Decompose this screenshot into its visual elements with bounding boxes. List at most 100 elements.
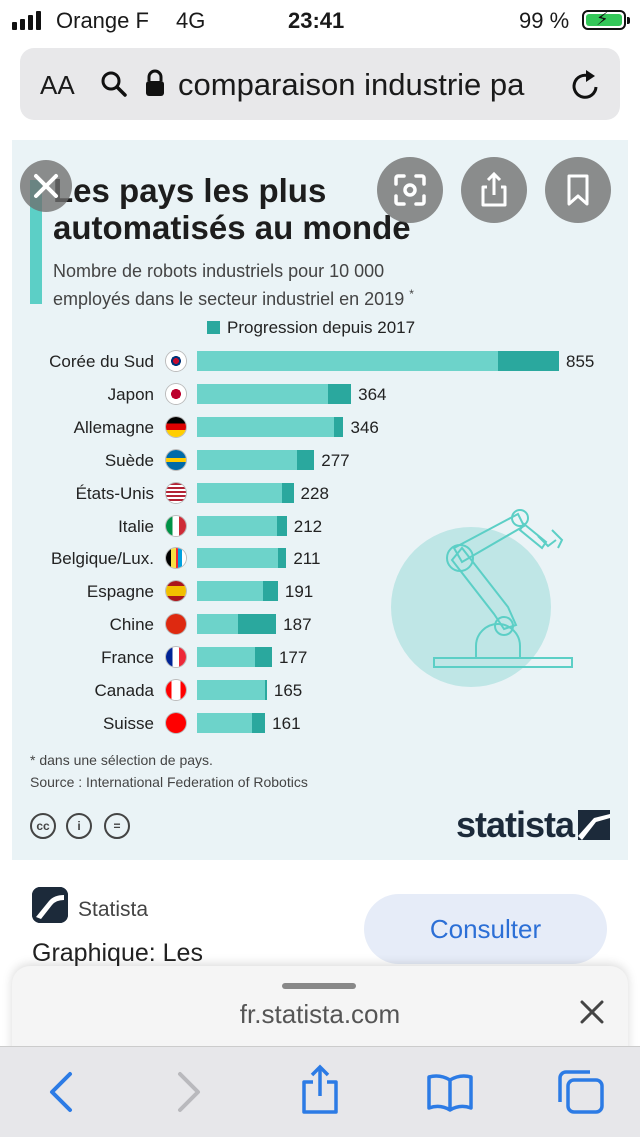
bar-progression-coree-du-sud <box>497 351 559 371</box>
flag-icon-etats-unis <box>166 483 186 503</box>
status-bar <box>0 0 640 44</box>
bookmark-button[interactable] <box>545 157 611 223</box>
sheet-domain[interactable]: fr.statista.com <box>239 999 401 1029</box>
forward-icon[interactable] <box>172 1070 206 1114</box>
bar-canada <box>197 680 267 700</box>
bar-base-italie <box>197 516 278 536</box>
value-label-canada: 165 <box>273 681 303 700</box>
close-overlay-button[interactable] <box>20 160 72 212</box>
bar-italie <box>197 516 287 536</box>
flag-icon-belgique-lux <box>166 548 186 568</box>
value-label-france: 177 <box>278 648 308 667</box>
bar-base-japon <box>197 384 328 404</box>
statista-favicon <box>32 887 68 923</box>
bar-progression-canada <box>264 680 267 700</box>
chart-image <box>12 140 628 860</box>
category-label-espagne: Espagne <box>86 582 154 601</box>
tabs-icon[interactable] <box>556 1068 606 1116</box>
chart-subtitle-asterisk: * <box>409 287 414 301</box>
bookmark-icon <box>567 174 589 206</box>
text-size-button[interactable]: AA <box>40 70 75 100</box>
reload-icon[interactable] <box>569 67 603 103</box>
chart-title: Les pays les plus automatisés au monde <box>53 172 493 246</box>
bar-progression-france <box>255 647 272 667</box>
bar-belgique-lux <box>197 548 287 568</box>
bar-progression-allemagne <box>334 417 344 437</box>
bar-progression-japon <box>327 384 352 404</box>
lock-icon <box>146 69 164 96</box>
statista-logo-icon <box>578 810 610 840</box>
value-label-italie: 212 <box>293 517 323 536</box>
bar-base-allemagne <box>197 417 335 437</box>
value-label-allemagne: 346 <box>350 418 379 437</box>
url-text[interactable]: comparaison industrie pa <box>178 67 525 102</box>
category-label-canada: Canada <box>94 681 154 700</box>
value-label-japon: 364 <box>358 385 387 404</box>
bar-progression-belgique-lux <box>277 548 287 568</box>
bar-base-espagne <box>197 581 264 601</box>
category-label-etats-unis: États-Unis <box>75 484 154 503</box>
by-icon: i <box>66 813 92 839</box>
share-image-button[interactable] <box>461 157 527 223</box>
bar-base-chine <box>197 614 239 634</box>
value-label-belgique-lux: 211 <box>293 549 321 568</box>
result-source-name: Statista <box>78 898 149 921</box>
flag-icon-france <box>166 647 186 667</box>
chart-title-line1: Les pays les plus <box>53 172 327 209</box>
bar-base-etats-unis <box>197 483 282 503</box>
value-label-suede: 277 <box>321 451 350 470</box>
flag-icon-japon <box>166 384 186 404</box>
chart-footnote: * dans une sélection de pays. <box>30 752 213 768</box>
flag-icon-allemagne <box>166 417 186 437</box>
chart-source: Source : International Federation of Rob… <box>30 774 308 790</box>
bar-progression-suisse <box>252 713 266 733</box>
bookmarks-icon[interactable] <box>426 1072 474 1112</box>
category-label-coree-du-sud: Corée du Sud <box>49 352 154 371</box>
cc-icon: cc <box>30 813 56 839</box>
visual-lookup-button[interactable] <box>377 157 443 223</box>
bar-base-france <box>197 647 255 667</box>
value-label-coree-du-sud: 855 <box>566 352 595 371</box>
bar-suede <box>197 450 315 470</box>
share-icon[interactable] <box>300 1064 340 1116</box>
category-label-belgique-lux: Belgique/Lux. <box>50 549 154 568</box>
category-label-italie: Italie <box>118 517 154 536</box>
value-label-chine: 187 <box>283 615 312 634</box>
search-icon <box>101 71 127 97</box>
bar-france <box>197 647 272 667</box>
back-icon[interactable] <box>44 1070 78 1114</box>
category-label-suede: Suède <box>104 451 154 470</box>
chart-title-line2: automatisés au monde <box>53 209 411 246</box>
value-label-espagne: 191 <box>284 582 314 601</box>
bar-progression-italie <box>277 516 287 536</box>
flag-icon-chine <box>166 614 186 634</box>
bar-base-belgique-lux <box>197 548 278 568</box>
bar-coree-du-sud <box>197 351 559 371</box>
category-label-france: France <box>101 648 154 667</box>
sheet-grabber[interactable] <box>282 983 356 989</box>
flag-icon-suede <box>166 450 186 470</box>
flag-icon-coree-du-sud <box>166 351 186 371</box>
legend-swatch <box>207 321 220 334</box>
close-icon[interactable] <box>578 996 606 1028</box>
bar-base-suede <box>197 450 298 470</box>
battery-percentage: 99 % <box>519 8 570 33</box>
robot-arm-icon <box>391 509 573 687</box>
bar-base-coree-du-sud <box>197 351 498 371</box>
result-title[interactable]: Graphique: Les <box>32 939 203 967</box>
category-label-japon: Japon <box>107 385 154 404</box>
bar-progression-etats-unis <box>281 483 294 503</box>
bar-chine <box>197 614 277 634</box>
consult-button[interactable]: Consulter <box>364 894 607 964</box>
flag-icon-suisse <box>166 713 186 733</box>
bar-espagne <box>197 581 278 601</box>
nd-icon: = <box>104 813 130 839</box>
bar-progression-suede <box>297 450 315 470</box>
chart-subtitle-line1: Nombre de robots industriels pour 10 000 <box>53 261 385 281</box>
category-label-chine: Chine <box>109 615 154 634</box>
value-label-etats-unis: 228 <box>300 484 329 503</box>
chart-subtitle: Nombre de robots industriels pour 10 000… <box>53 260 493 311</box>
close-icon <box>34 174 58 198</box>
carrier-name: Orange F <box>56 8 149 33</box>
flag-icon-canada <box>166 680 186 700</box>
